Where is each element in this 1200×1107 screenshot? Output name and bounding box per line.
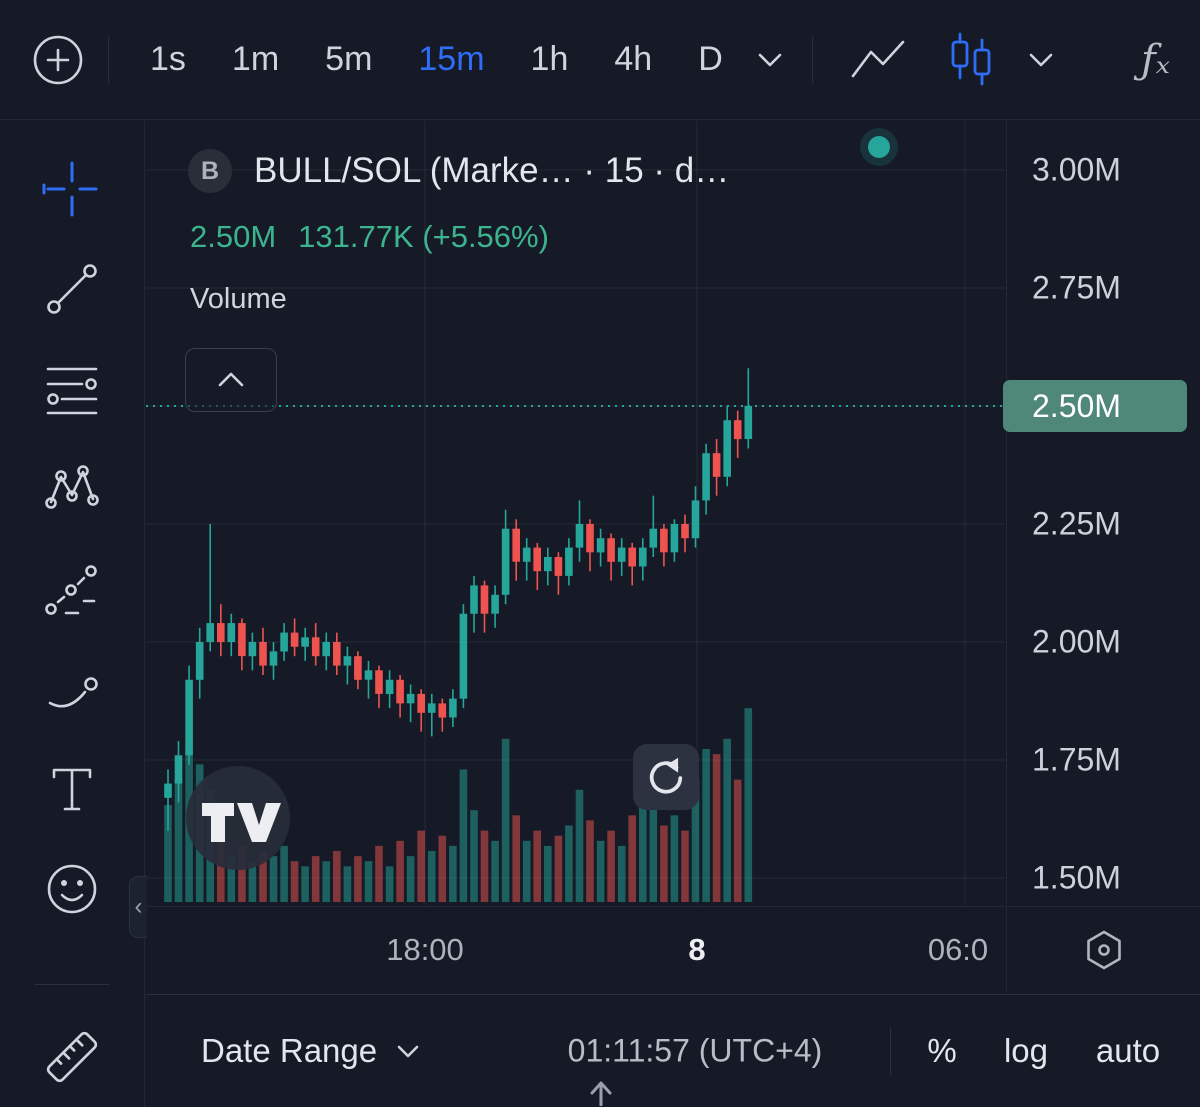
timeframe-4h[interactable]: 4h (591, 30, 675, 89)
chart-pane[interactable]: B BULL/SOL (Marke… · 15 · d… 2.50M 131.77… (146, 121, 1005, 905)
sidebar-divider (35, 984, 109, 985)
measure-tool-button[interactable] (0, 1007, 144, 1107)
candlestick-chart-type-button[interactable] (939, 28, 1003, 92)
price-tick-label: 2.75M (1032, 269, 1121, 306)
line-chart-icon (851, 40, 905, 77)
top-toolbar: 1s 1m 5m 15m 1h 4h D ƒₓ (0, 0, 1200, 120)
timeframe-1h[interactable]: 1h (508, 30, 592, 89)
projection-tool-button[interactable] (0, 539, 144, 639)
indicators-button[interactable]: ƒₓ (1141, 37, 1170, 83)
axis-corner (1006, 906, 1200, 993)
brush-icon (48, 677, 98, 708)
forecast-icon (45, 565, 97, 615)
candlestick-chart-icon (951, 32, 991, 85)
symbol-header: B BULL/SOL (Marke… · 15 · d… (188, 145, 729, 197)
emoji-tool-button[interactable] (0, 839, 144, 939)
sidebar-collapse-tab[interactable]: ‹ (129, 876, 147, 938)
chevron-down-icon (1029, 53, 1053, 66)
price-tick-label: 2.25M (1032, 505, 1121, 542)
price-tick-label: 3.00M (1032, 151, 1121, 188)
time-tick-label: 06:0 (927, 932, 989, 967)
chevron-down-icon (758, 53, 782, 66)
time-tick-day-label: 8 (688, 932, 706, 967)
timeframe-1m[interactable]: 1m (209, 30, 302, 89)
fib-lines-tool-button[interactable] (0, 339, 144, 439)
time-tick-label: 18:00 (386, 932, 464, 967)
trend-line-icon (47, 264, 97, 314)
price-tick-label: 1.75M (1032, 741, 1121, 778)
horizontal-lines-icon (46, 367, 98, 415)
refresh-icon (649, 757, 683, 794)
reload-chart-button[interactable] (633, 744, 699, 810)
timeframe-1s[interactable]: 1s (127, 30, 209, 89)
last-value: 2.50M (190, 219, 277, 254)
smiley-icon (47, 864, 97, 914)
timeframe-1d[interactable]: D (675, 30, 746, 89)
settings-hexagon-icon (1086, 930, 1121, 970)
price-tick-label: 2.00M (1032, 623, 1121, 660)
toolbar-divider (811, 36, 813, 83)
volume-indicator-label[interactable]: Volume (190, 283, 287, 315)
arrow-up-icon (590, 1081, 612, 1106)
price-tick-label: 1.50M (1032, 859, 1121, 896)
plus-circle-icon (33, 35, 83, 84)
drawing-tools-sidebar (0, 121, 145, 1107)
timeframe-menu-button[interactable] (752, 48, 788, 72)
add-symbol-button[interactable] (26, 28, 90, 92)
trend-line-tool-button[interactable] (0, 239, 144, 339)
toolbar-divider (108, 36, 109, 83)
tradingview-logo-icon (202, 803, 281, 842)
market-status-dot (868, 136, 890, 158)
fx-indicators-icon: ƒₓ (1140, 36, 1170, 83)
chart-settings-button[interactable] (1080, 926, 1128, 974)
scroll-to-bar-arrow[interactable] (584, 1077, 618, 1106)
bottom-toolbar-divider (890, 1027, 891, 1075)
timeframe-5m[interactable]: 5m (302, 30, 395, 89)
chevron-down-icon (397, 1045, 419, 1057)
text-tool-button[interactable] (0, 739, 144, 839)
price-axis[interactable]: 3.00M 2.75M 2.25M 2.00M 1.75M 1.50M 2.50… (1003, 121, 1200, 905)
ruler-icon (46, 1031, 98, 1083)
chevron-left-icon: ‹ (134, 893, 143, 920)
date-range-label: Date Range (201, 1031, 378, 1069)
log-scale-button[interactable]: log (1003, 1031, 1049, 1069)
time-axis[interactable]: 18:00 8 06:0 (146, 906, 1005, 993)
percent-scale-button[interactable]: % (927, 1031, 957, 1069)
crosshair-icon (42, 161, 98, 217)
session-clock-button[interactable]: 01:11:57 (UTC+4) (567, 1032, 823, 1068)
timeframe-15m-active[interactable]: 15m (395, 30, 507, 89)
tradingview-logo-button[interactable] (186, 766, 290, 870)
price-values-row: 2.50M 131.77K (+5.56%) (190, 219, 549, 255)
chart-type-menu-button[interactable] (1023, 48, 1059, 72)
bottom-toolbar: Date Range 01:11:57 (UTC+4) % log auto (146, 994, 1200, 1106)
pattern-tool-button[interactable] (0, 439, 144, 539)
symbol-title[interactable]: BULL/SOL (Marke… · 15 · d… (254, 151, 730, 190)
text-icon (52, 768, 92, 811)
crosshair-tool-button[interactable] (0, 139, 144, 239)
chevron-up-icon (218, 372, 244, 387)
change-value: 131.77K (+5.56%) (298, 219, 549, 254)
last-price-badge: 2.50M (1003, 380, 1187, 432)
auto-scale-button[interactable]: auto (1095, 1031, 1161, 1069)
pane-collapse-button[interactable] (185, 348, 277, 412)
symbol-avatar: B (188, 149, 232, 193)
date-range-button[interactable]: Date Range (201, 1032, 423, 1070)
xabcd-pattern-icon (45, 465, 99, 509)
brush-tool-button[interactable] (0, 639, 144, 739)
line-chart-type-button[interactable] (845, 34, 911, 86)
